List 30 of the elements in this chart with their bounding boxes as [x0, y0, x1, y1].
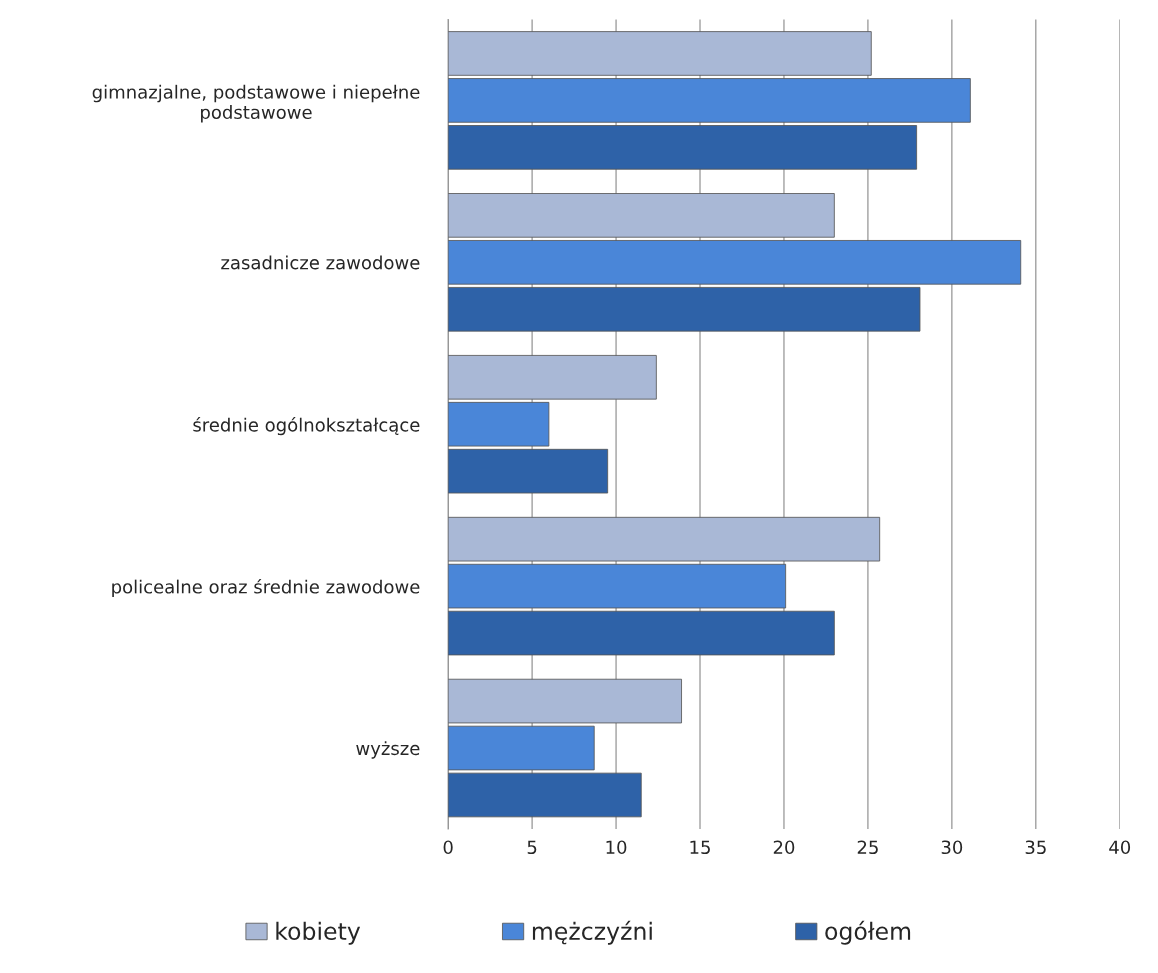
bar	[448, 610, 835, 656]
legend-label: mężczyźni	[532, 920, 652, 945]
legend-label: kobiety	[276, 921, 361, 945]
bar	[448, 448, 609, 494]
bar	[448, 31, 872, 76]
bar	[448, 563, 787, 609]
x-tick-label: 35	[1025, 840, 1046, 855]
bar	[448, 125, 918, 170]
y-tick-label: gimnazjalne, podstawowe i niepełne podstawowe	[92, 84, 420, 123]
bar	[448, 240, 1022, 285]
x-tick-label: 25	[857, 840, 878, 855]
x-tick-label: 40	[1109, 840, 1131, 855]
bar	[448, 287, 921, 332]
bar	[448, 193, 835, 238]
x-tick-label: 5	[527, 840, 537, 855]
bar	[448, 78, 971, 123]
y-tick-label: zasadnicze zawodowe	[221, 255, 420, 270]
legend-label: ogółem	[825, 920, 911, 945]
x-tick-label: 10	[606, 840, 627, 855]
y-tick-label: wyższe	[356, 741, 420, 759]
bar	[448, 678, 682, 724]
bar	[448, 516, 881, 562]
x-tick-label: 0	[443, 840, 453, 855]
bar	[448, 355, 657, 400]
x-tick-label: 15	[690, 840, 710, 855]
x-tick-label: 20	[773, 840, 795, 855]
y-tick-label: średnie ogólnokształcące	[193, 417, 420, 436]
y-tick-label: policealne oraz średnie zawodowe	[112, 578, 420, 598]
x-tick-label: 30	[941, 840, 963, 855]
bar	[448, 401, 550, 447]
